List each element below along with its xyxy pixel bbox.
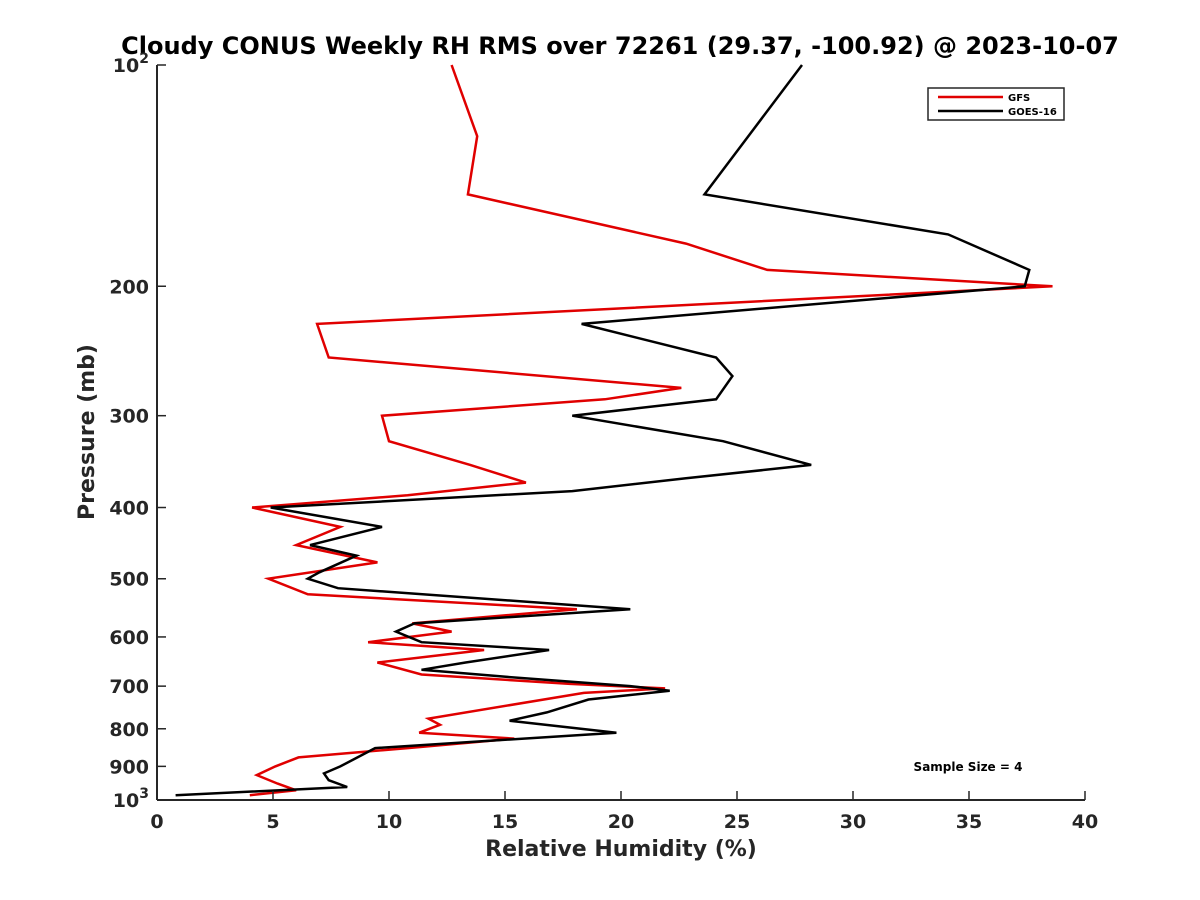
y-tick-label: 102 — [113, 51, 149, 77]
x-ticks: 0 5 10 15 20 25 30 35 40 — [150, 791, 1098, 833]
legend-label-gfs: GFS — [1008, 93, 1030, 104]
x-tick-label: 10 — [376, 811, 402, 833]
x-tick-label: 30 — [840, 811, 866, 833]
legend-label-goes16: GOES-16 — [1008, 107, 1057, 118]
y-tick-label: 400 — [109, 498, 149, 520]
series-line-goes-16 — [175, 64, 1031, 797]
y-tick-label: 800 — [109, 719, 149, 741]
legend: GFS GOES-16 — [927, 87, 1065, 121]
y-tick-label: 900 — [109, 756, 149, 778]
y-tick-label: 600 — [109, 627, 149, 649]
y-tick-label: 200 — [109, 276, 149, 298]
y-tick-label: 103 — [113, 786, 149, 812]
x-tick-label: 40 — [1072, 811, 1098, 833]
sample-size-annotation: Sample Size = 4 — [914, 760, 1023, 774]
x-tick-label: 35 — [956, 811, 982, 833]
x-tick-label: 15 — [492, 811, 518, 833]
y-tick-label: 500 — [109, 569, 149, 591]
series-layer — [175, 64, 1053, 797]
y-tick-label: 700 — [109, 676, 149, 698]
x-axis-label: Relative Humidity (%) — [485, 837, 757, 862]
x-tick-label: 5 — [266, 811, 279, 833]
x-tick-label: 20 — [608, 811, 634, 833]
y-tick-label: 300 — [109, 406, 149, 428]
y-ticks: 102 200 300 400 500 600 700 800 900 103 — [109, 51, 166, 812]
y-axis-label: Pressure (mb) — [75, 344, 100, 520]
chart-title: Cloudy CONUS Weekly RH RMS over 72261 (2… — [121, 32, 1119, 60]
x-tick-label: 0 — [150, 811, 163, 833]
x-tick-label: 25 — [724, 811, 750, 833]
legend-box — [927, 87, 1065, 121]
